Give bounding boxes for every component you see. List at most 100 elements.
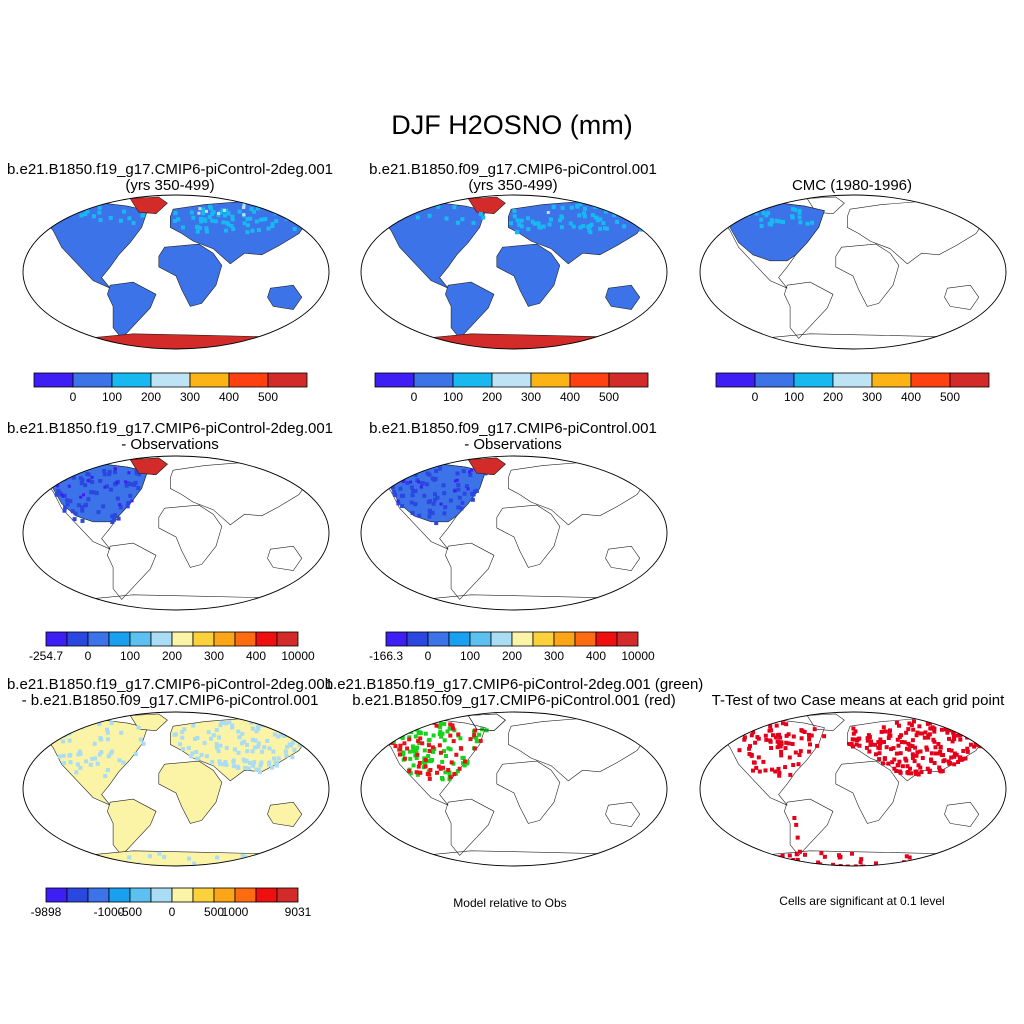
p6-diff-cell bbox=[279, 732, 284, 737]
p8-sig-cell bbox=[960, 756, 965, 761]
p6-diff-cell bbox=[121, 760, 126, 765]
p8-sig-cell bbox=[897, 735, 902, 740]
p6-diff-cell bbox=[195, 756, 200, 761]
p4-diff-cell bbox=[125, 504, 130, 509]
p7-coast-sa bbox=[445, 798, 495, 856]
p8-sig-cell bbox=[925, 747, 930, 752]
p8-sig-cell bbox=[858, 860, 863, 865]
p6-diff-cell bbox=[61, 739, 66, 744]
p8-sig-cell bbox=[896, 743, 901, 748]
p7-red-cell bbox=[387, 736, 392, 741]
p3-colorbar-swatch bbox=[910, 372, 951, 388]
p8-sig-cell bbox=[867, 735, 872, 740]
p8-sig-cell bbox=[768, 738, 773, 743]
p7-red-cell bbox=[420, 741, 425, 746]
p6-diff-cell bbox=[97, 722, 102, 726]
p8-sig-cell bbox=[920, 731, 924, 736]
p6-diff-cell bbox=[109, 721, 114, 726]
p2-snow-cell bbox=[578, 225, 583, 230]
p8-sig-cell bbox=[773, 735, 778, 740]
p7-green-cell bbox=[458, 736, 463, 741]
p6-diff-cell bbox=[78, 765, 83, 770]
p7-green-cell bbox=[460, 755, 465, 760]
p6-colorbar-swatch bbox=[66, 887, 89, 903]
p1-snow-cell bbox=[294, 214, 299, 219]
p3-snow-cell bbox=[754, 211, 759, 216]
p2-snow-cell bbox=[547, 222, 552, 227]
p8-sig-cell bbox=[799, 728, 804, 733]
p7-green-cell bbox=[439, 734, 444, 739]
p4-diff-cell bbox=[134, 471, 139, 476]
p2-snow-cell bbox=[617, 206, 622, 211]
p8-sig-cell bbox=[880, 865, 885, 866]
p4-diff-cell bbox=[113, 513, 117, 518]
p2-snow-cell bbox=[386, 215, 391, 220]
p2-colorbar-label: 100 bbox=[443, 390, 463, 404]
p5-diff-cell bbox=[413, 489, 418, 493]
p6-diff-cell bbox=[181, 747, 186, 751]
p5-diff-cell bbox=[396, 499, 400, 503]
p4-diff-cell bbox=[103, 485, 107, 489]
p8-sig-cell bbox=[930, 725, 935, 730]
p7-green-cell bbox=[438, 721, 443, 726]
p6-diff-cell bbox=[92, 741, 97, 746]
p4-diff-cell bbox=[125, 481, 130, 486]
p2-snow-cell bbox=[456, 220, 460, 225]
p7-red-cell bbox=[426, 743, 431, 748]
p8-sig-cell bbox=[952, 859, 957, 864]
p2-snow-cell bbox=[515, 229, 520, 234]
p2-land-gr bbox=[467, 196, 506, 215]
p8-sig-cell bbox=[762, 862, 767, 866]
p8-sig-cell bbox=[797, 849, 802, 854]
p6-colorbar-swatch bbox=[255, 887, 278, 903]
p2-snow-cell bbox=[519, 224, 524, 229]
p7-green-cell bbox=[445, 729, 450, 734]
p8-sig-cell bbox=[888, 728, 892, 733]
p5-colorbar-label: 100 bbox=[460, 649, 480, 663]
p4-diff-cell bbox=[110, 520, 115, 524]
p2-snow-cell bbox=[532, 221, 537, 226]
p1-snow-cell bbox=[205, 229, 209, 234]
p5-diff-cell bbox=[396, 501, 401, 506]
p5-diff-cell bbox=[453, 489, 457, 493]
p6-diff-cell bbox=[232, 747, 237, 752]
p8-sig-cell bbox=[864, 745, 869, 750]
p8-sig-cell bbox=[803, 852, 807, 857]
p6-diff-cell bbox=[277, 727, 281, 732]
p8-sig-cell bbox=[913, 861, 918, 865]
p3-map bbox=[699, 194, 1007, 350]
p8-sig-cell bbox=[807, 737, 812, 742]
p3-snow-cell bbox=[740, 211, 745, 216]
p5-diff-cell bbox=[415, 478, 420, 483]
p7-map bbox=[360, 711, 668, 867]
p6-diff-cell bbox=[68, 760, 73, 765]
p1-colorbar-swatch bbox=[111, 372, 152, 388]
p6-diff-cell bbox=[210, 759, 215, 764]
p6-land-au bbox=[267, 801, 303, 827]
p8-coast-sa bbox=[784, 798, 834, 856]
p2-snow-cell bbox=[601, 221, 606, 226]
p6-diff-cell bbox=[250, 861, 255, 866]
p8-sig-cell bbox=[769, 863, 773, 866]
p1-snow-cell bbox=[201, 211, 206, 216]
p6-colorbar-label: 9031 bbox=[285, 905, 312, 919]
p7-green-cell bbox=[440, 759, 445, 764]
p7-red-cell bbox=[428, 768, 433, 772]
p6-colorbar-swatch bbox=[150, 887, 173, 903]
p1-snow-cell bbox=[242, 213, 246, 217]
p8-sig-cell bbox=[907, 721, 912, 726]
p7-green-cell bbox=[442, 738, 447, 743]
p5-diff-cell bbox=[417, 513, 422, 518]
p6-diff-cell bbox=[259, 760, 264, 765]
p8-sig-cell bbox=[792, 816, 797, 820]
p8-sig-cell bbox=[796, 762, 801, 767]
p1-snow-cell bbox=[298, 206, 303, 211]
p1-snow-cell bbox=[263, 217, 268, 221]
p7-green-cell bbox=[400, 728, 405, 733]
p8-sig-cell bbox=[774, 723, 779, 728]
p1-snow-cell bbox=[217, 212, 220, 215]
p3-colorbar-swatch bbox=[793, 372, 834, 388]
p2-snow-cell bbox=[391, 208, 396, 213]
p1-snow-cell bbox=[173, 219, 177, 223]
p5-diff-cell bbox=[453, 479, 457, 483]
